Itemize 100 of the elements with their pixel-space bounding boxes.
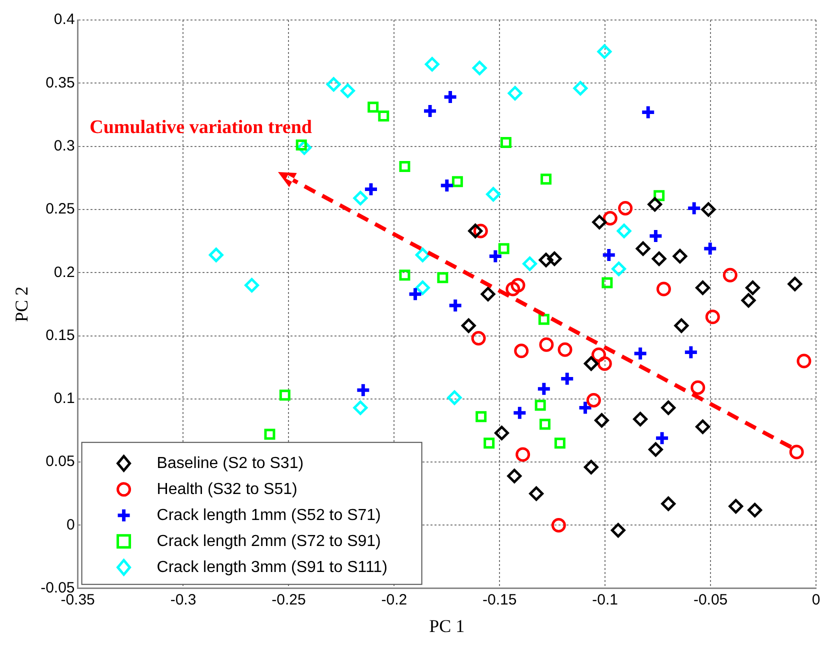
- point: [661, 496, 676, 512]
- y-axis-title: PC 2: [12, 286, 32, 322]
- point: [648, 197, 662, 212]
- y-tick-label: 0.2: [54, 264, 75, 281]
- point: [244, 278, 260, 293]
- legend-label: Baseline (S2 to S31): [156, 454, 304, 472]
- point: [683, 344, 699, 360]
- point: [484, 438, 495, 449]
- point: [728, 499, 744, 514]
- x-tick-label: -0.3: [170, 592, 196, 609]
- point: [661, 400, 676, 416]
- point: [592, 347, 606, 362]
- point: [494, 426, 509, 440]
- point: [597, 44, 612, 59]
- annotation: Cumulative variation trend: [90, 116, 312, 138]
- point: [452, 176, 463, 188]
- point: [745, 280, 760, 296]
- legend-label: Crack length 3mm (S91 to S111): [156, 558, 388, 576]
- point: [722, 268, 738, 282]
- point: [702, 240, 718, 256]
- point: [399, 270, 410, 281]
- y-tick-label: 0.05: [46, 453, 75, 470]
- y-tick-label: 0.3: [54, 137, 75, 154]
- point: [695, 280, 710, 296]
- point: [472, 60, 487, 76]
- point: [686, 200, 702, 216]
- point: [468, 224, 483, 238]
- point: [514, 344, 529, 358]
- legend-label: Health (S32 to S51): [156, 480, 298, 498]
- point: [538, 252, 554, 268]
- point: [415, 248, 430, 262]
- point: [355, 382, 371, 398]
- point: [597, 356, 612, 371]
- y-tick-label: 0.1: [54, 390, 75, 408]
- point: [602, 277, 613, 288]
- point: [488, 248, 504, 264]
- point: [674, 318, 689, 333]
- x-tick-label: -0.05: [693, 592, 728, 609]
- point: [558, 342, 572, 357]
- y-tick-label: 0.4: [54, 11, 75, 28]
- point: [476, 411, 487, 422]
- x-axis-title: PC 1: [429, 616, 465, 636]
- point: [447, 390, 462, 405]
- point: [264, 428, 276, 440]
- point: [480, 286, 496, 302]
- x-tick-label: -0.15: [482, 592, 517, 609]
- point: [573, 80, 588, 96]
- point: [672, 248, 688, 264]
- point: [554, 438, 566, 449]
- point: [538, 314, 550, 325]
- point: [498, 243, 510, 254]
- point: [690, 380, 706, 395]
- point: [695, 419, 710, 434]
- point: [648, 442, 663, 457]
- point: [415, 280, 430, 296]
- legend-label: Crack length 1mm (S52 to S71): [156, 506, 381, 524]
- point: [632, 346, 648, 362]
- x-tick-label: -0.2: [381, 592, 408, 609]
- point: [326, 77, 341, 92]
- point: [353, 400, 368, 416]
- point: [378, 110, 390, 122]
- y-tick-label: 0.35: [46, 74, 75, 92]
- point: [616, 224, 632, 238]
- point: [408, 286, 424, 302]
- point: [789, 444, 804, 460]
- point: [512, 405, 528, 421]
- point: [540, 174, 552, 185]
- point: [610, 523, 626, 538]
- point: [648, 228, 664, 244]
- point: [656, 282, 671, 296]
- point: [636, 241, 650, 256]
- point: [633, 412, 648, 426]
- point: [363, 182, 379, 198]
- point: [601, 247, 617, 263]
- point: [500, 137, 512, 148]
- point: [448, 298, 464, 314]
- point: [279, 390, 290, 401]
- point: [461, 318, 476, 333]
- x-tick-label: -0.1: [592, 592, 618, 609]
- point: [522, 256, 538, 272]
- point: [652, 251, 666, 266]
- point: [586, 392, 601, 408]
- point: [705, 310, 720, 324]
- point: [547, 251, 562, 266]
- point: [507, 468, 522, 484]
- y-tick-label: 0: [66, 516, 75, 534]
- point: [437, 272, 448, 284]
- point: [516, 447, 530, 462]
- point: [442, 89, 458, 105]
- point: [508, 86, 522, 101]
- point: [584, 356, 598, 371]
- point: [559, 370, 575, 386]
- point: [618, 200, 633, 216]
- point: [471, 331, 486, 346]
- point: [424, 56, 440, 72]
- point: [741, 293, 756, 308]
- point: [796, 354, 812, 368]
- point: [422, 103, 438, 119]
- point: [592, 214, 607, 230]
- point: [368, 102, 379, 113]
